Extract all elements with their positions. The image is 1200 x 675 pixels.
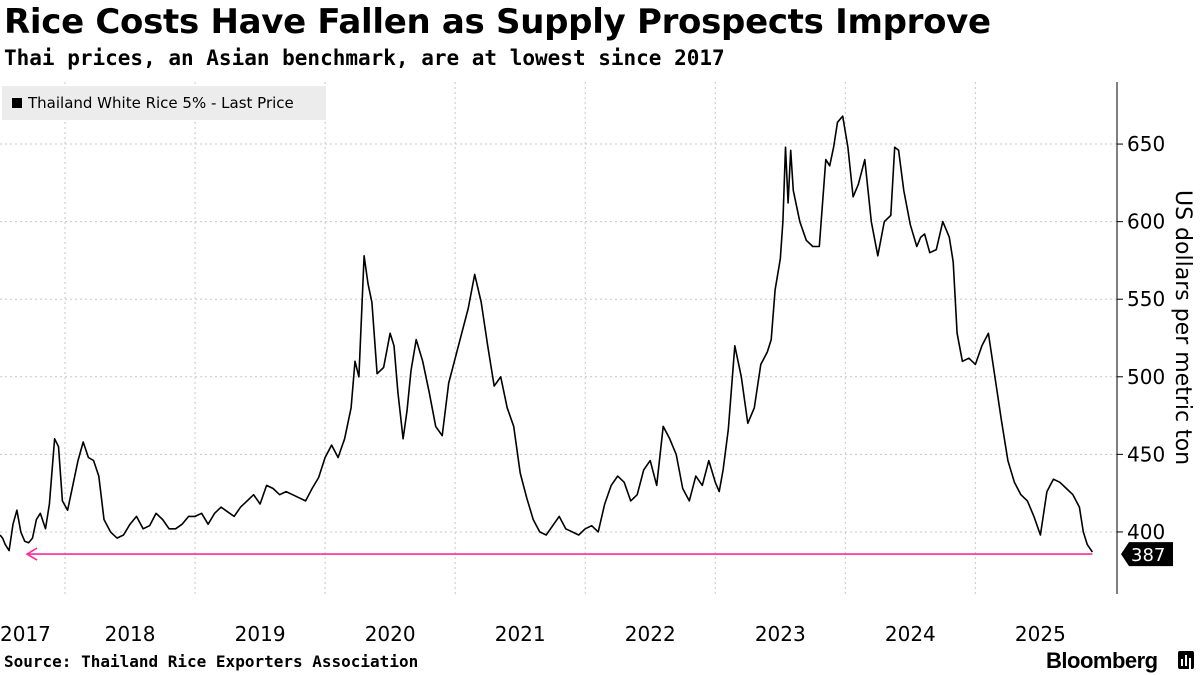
bloomberg-logo: Bloomberg [1046,648,1158,673]
x-tick-label: 2025 [1015,622,1066,646]
grid-y [0,143,1117,533]
last-value-badge: 387 [1121,542,1173,567]
y-tick-label: 650 [1127,132,1165,156]
x-tick-label: 2024 [885,622,936,646]
chart-subtitle: Thai prices, an Asian benchmark, are at … [4,46,725,70]
grid-x [64,82,976,594]
legend: Thailand White Rice 5% - Last Price [2,86,326,120]
x-ticks: 2017 2018 2019 2020 2021 2022 2023 2024 2025 [0,622,1066,646]
annotation [25,547,1093,561]
y-tick-label: 400 [1127,520,1165,544]
legend-swatch [12,98,22,108]
y-ticks: 400 450 500 550 600 650 [1117,132,1165,544]
annotation-arrowhead [25,547,38,561]
y-tick-label: 500 [1127,365,1165,389]
x-tick-label: 2022 [625,622,676,646]
x-tick-label: 2023 [755,622,806,646]
legend-label: Thailand White Rice 5% - Last Price [28,94,294,112]
source-note: Source: Thailand Rice Exporters Associat… [4,652,419,671]
x-tick-label: 2020 [365,622,416,646]
chart-icon [1178,651,1194,669]
y-axis-title: US dollars per metric ton [1170,190,1195,465]
x-tick-label: 2021 [495,622,546,646]
last-value-marker [1121,542,1173,567]
chart-title: Rice Costs Have Fallen as Supply Prospec… [4,2,991,42]
y-tick-label: 600 [1127,210,1165,234]
y-tick-label: 450 [1127,442,1165,466]
series-line-thailand-white-rice [0,115,1094,553]
x-tick-label: 2019 [235,622,286,646]
x-tick-label: 2018 [105,622,156,646]
last-value-label: 387 [1131,545,1165,566]
x-tick-label: 2017 [0,622,51,646]
y-tick-label: 550 [1127,287,1165,311]
